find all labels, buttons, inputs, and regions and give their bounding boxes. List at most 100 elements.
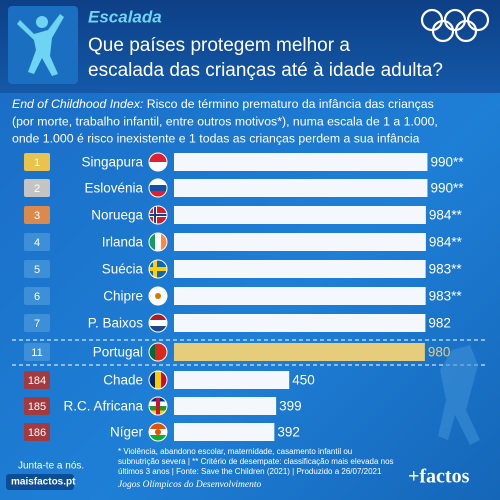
rank-label: 4 (34, 237, 40, 249)
flag-stripe (161, 371, 167, 389)
flag-art (149, 260, 167, 278)
rank-badge (24, 371, 50, 389)
flag-ring (148, 232, 168, 252)
flag (149, 397, 167, 415)
value-label: 984** (429, 235, 463, 250)
flag-art (149, 343, 167, 361)
rank-badge (24, 206, 50, 224)
rank-badge (24, 233, 50, 251)
value-label: 392 (277, 425, 300, 440)
flag-cross (153, 260, 157, 278)
flag-art (149, 206, 167, 224)
value-label: 990** (430, 181, 464, 196)
flag (149, 287, 167, 305)
campaign: Jogos Olímpicos do Desenvolvimento (118, 480, 262, 490)
bar (174, 343, 425, 361)
climber-silhouette (438, 345, 480, 445)
flag (149, 314, 167, 332)
flag (149, 153, 167, 171)
bar (174, 153, 428, 171)
rank-badge (24, 260, 50, 278)
value-label: 450 (292, 373, 315, 388)
flag-stripe (149, 233, 156, 251)
site-link[interactable]: maisfactos.pt (11, 477, 76, 488)
flag-stripe (149, 185, 167, 192)
footnote: últimos 3 anos | Fonte: Save the Childre… (118, 467, 382, 476)
category-label: Portugal (93, 345, 143, 360)
rank-badge (24, 423, 50, 441)
value-label: 990** (430, 155, 464, 170)
climber-icon (8, 6, 78, 84)
subtitle-line: Risco de término prematuro da infância d… (147, 97, 434, 111)
flag-stripe (149, 191, 167, 197)
flag-art (149, 314, 167, 332)
flag-art (149, 397, 167, 415)
flag-ring (148, 178, 168, 198)
flag (149, 179, 167, 197)
rank-badge (24, 343, 50, 361)
flag-stripe (155, 343, 162, 361)
flag-emblem (155, 293, 161, 299)
flag-art (149, 153, 167, 171)
rank-label: 184 (28, 375, 46, 387)
rank-label: 2 (34, 183, 40, 195)
subtitle: End of Childhood Index: Risco de término… (12, 97, 434, 111)
flag-stripe (149, 162, 167, 171)
flag-stripe (161, 343, 167, 361)
flag-stripe (149, 153, 167, 163)
flag-ring (148, 313, 168, 333)
flag-ring (148, 370, 168, 390)
flag-art (149, 179, 167, 197)
subtitle-lead: End of Childhood Index: (12, 97, 143, 111)
flag-ring (148, 259, 168, 279)
bar (174, 260, 426, 278)
rank-badge (24, 179, 50, 197)
bar (174, 423, 275, 441)
flag-art (149, 371, 167, 389)
olympic-rings (420, 8, 490, 43)
rank-label: 185 (28, 401, 46, 413)
category-label: Irlanda (102, 235, 144, 250)
flag-stripe (149, 343, 156, 361)
category-label: Suécia (102, 262, 144, 277)
bar (174, 397, 277, 415)
rank-label: 7 (34, 318, 40, 330)
value-label: 984** (429, 208, 463, 223)
flag (149, 423, 167, 441)
rank-label: 186 (28, 427, 46, 439)
value-label: 980 (428, 345, 451, 360)
category-label: Singapura (81, 155, 143, 170)
join-text: Junta-te a nós. (18, 461, 84, 472)
flag-stripe (149, 179, 167, 186)
subtitle-line: onde 1.000 é risco inexistente e 1 todas… (12, 131, 420, 145)
site-box[interactable] (6, 474, 74, 490)
rank-label: 5 (34, 264, 40, 276)
flag-stripe (156, 397, 160, 415)
footnote: * Violência, abandono escolar, maternida… (118, 447, 352, 456)
category-label: R.C. Africana (63, 399, 143, 414)
category-label: P. Baixos (88, 316, 144, 331)
bar (174, 233, 426, 251)
flag-ring (148, 396, 168, 416)
bar (174, 287, 426, 305)
flag-ring (148, 152, 168, 172)
category-label: Chipre (103, 289, 143, 304)
flag-cross (149, 267, 167, 271)
category-label: Níger (110, 425, 144, 440)
flag-stripe (149, 435, 167, 441)
flag-ring (148, 286, 168, 306)
brand-logo: +factos (408, 466, 470, 488)
bar (174, 206, 426, 224)
flag-stripe (149, 320, 167, 327)
rank-label: 1 (34, 157, 40, 169)
footnote: subnutrição severa | ** Critério de dese… (118, 457, 394, 466)
flag-stripe (149, 371, 156, 389)
flag-art (149, 423, 167, 441)
flag-emblem (155, 429, 161, 435)
title-line: escalada das crianças até à idade adulta… (88, 60, 443, 81)
flag-ring (148, 422, 168, 442)
flag-art (149, 233, 167, 251)
rank-badge (24, 397, 50, 415)
flag-cross (154, 206, 156, 224)
bar (174, 179, 428, 197)
